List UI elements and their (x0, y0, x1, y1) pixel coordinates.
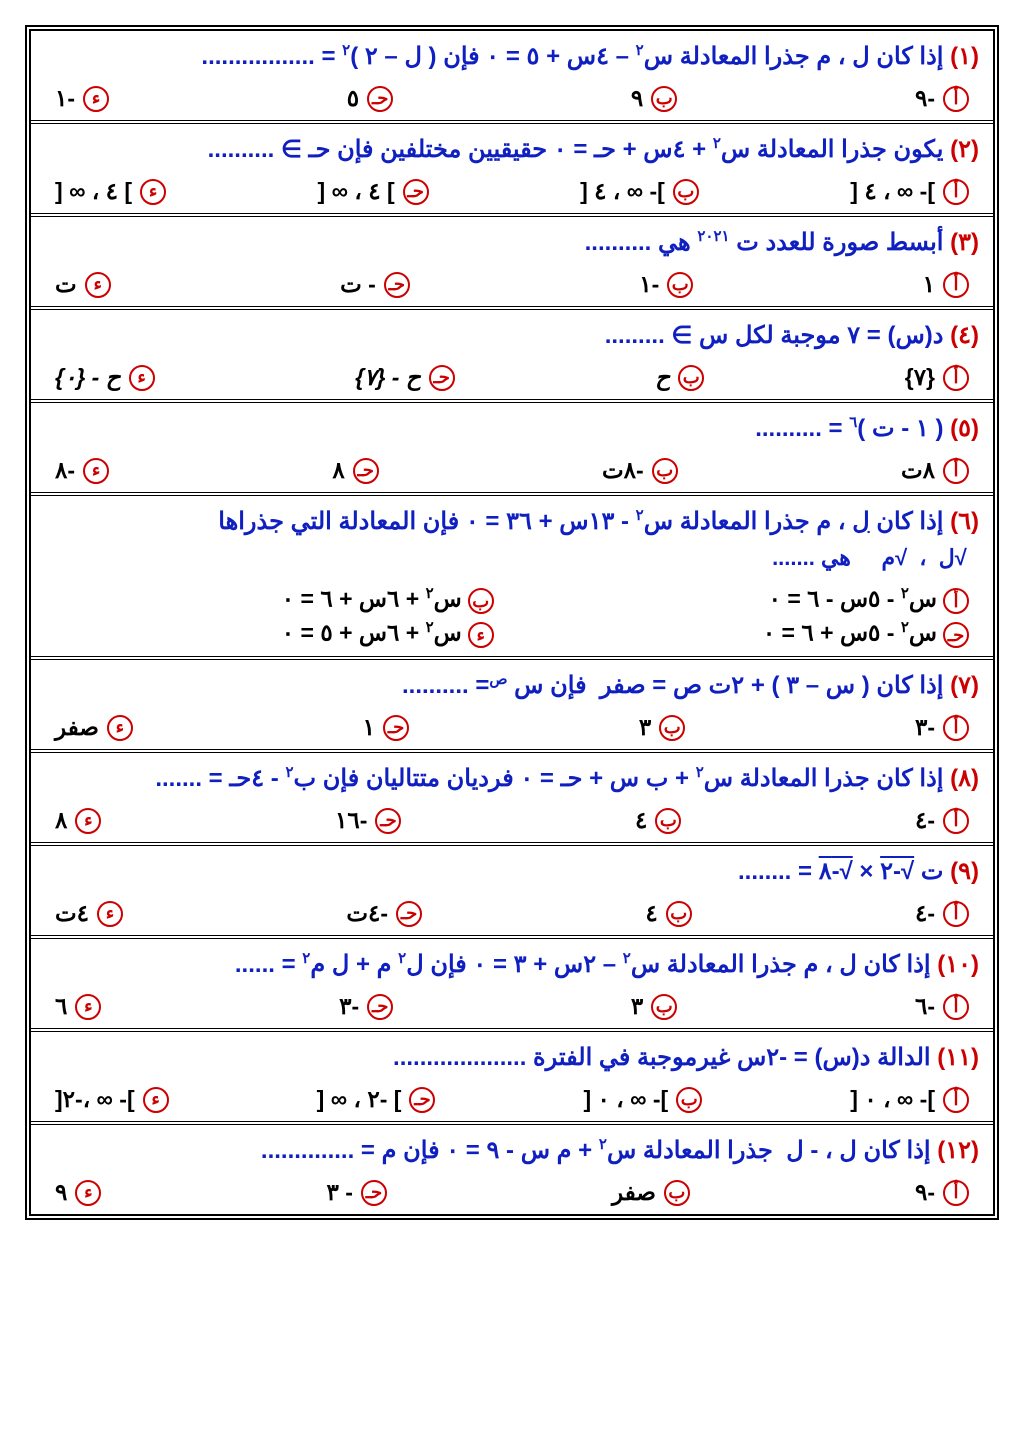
q12-opt-c[interactable]: حـ- ٣ (326, 1179, 386, 1206)
question-1: (١) إذا كان ل ، م جذرا المعادلة س٢ – ٤س … (31, 31, 993, 124)
q2-opt-c[interactable]: حـ] ٤ ، ∞ [ (318, 178, 429, 205)
q12-opt-a[interactable]: أ-٩ (915, 1179, 969, 1206)
q9-opt-a[interactable]: أ-٤ (915, 900, 969, 927)
marker-a-icon: أ (943, 86, 969, 112)
question-8-text: (٨) إذا كان جذرا المعادلة س٢ + ب س + حـ … (45, 761, 979, 797)
marker-b-icon: ب (651, 86, 677, 112)
question-4: (٤) د(س) = ٧ موجبة لكل س ∋ ......... أ{٧… (31, 310, 993, 403)
q7-opt-b[interactable]: ب٣ (639, 714, 685, 741)
q9-opt-d[interactable]: ء٤ت (55, 900, 123, 927)
question-9: (٩) ت √-٢ × √-٨ = ........ أ-٤ ب٤ حـ-٤ت … (31, 846, 993, 939)
question-10: (١٠) إذا كان ل ، م جذرا المعادلة س٢ – ٢س… (31, 939, 993, 1032)
q5-opt-a[interactable]: أ٨ت (901, 457, 969, 484)
q8-opt-a[interactable]: أ-٤ (915, 807, 969, 834)
marker-d-icon: ء (83, 86, 109, 112)
q11-opt-d[interactable]: ء]- ∞ ،-٢[ (55, 1086, 169, 1113)
question-11-text: (١١) الدالة د(س) = -٢س غيرموجبة في الفتر… (45, 1040, 979, 1076)
question-1-text: (١) إذا كان ل ، م جذرا المعادلة س٢ – ٤س … (45, 39, 979, 75)
q12-opt-b[interactable]: بصفر (612, 1179, 690, 1206)
question-10-text: (١٠) إذا كان ل ، م جذرا المعادلة س٢ – ٢س… (45, 947, 979, 983)
question-5: (٥) ( ١ - ت )٦ = .......... أ٨ت ب-٨ت حـ٨… (31, 403, 993, 496)
q6-opt-a[interactable]: أس٢ - ٥س - ٦ = ٠ (530, 584, 969, 614)
q1-opt-a[interactable]: أ-٩ (915, 85, 969, 112)
q5-opt-b[interactable]: ب-٨ت (602, 457, 678, 484)
q10-opt-b[interactable]: ب٣ (631, 993, 677, 1020)
q3-opt-b[interactable]: ب-١ (639, 271, 693, 298)
q9-opt-b[interactable]: ب٤ (645, 900, 691, 927)
q8-options: أ-٤ ب٤ حـ-١٦ ء٨ (45, 803, 979, 836)
question-2: (٢) يكون جذرا المعادلة س٢ + ٤س + حـ = ٠ … (31, 124, 993, 217)
q3-opt-c[interactable]: حـ- ت (340, 271, 410, 298)
question-7: (٧) إذا كان ( س – ٣ ) + ٢ت ص = صفر فإن س… (31, 660, 993, 753)
q11-options: أ]- ∞ ، ٠ [ ب]- ∞ ، ٠ [ حـ] -٢ ، ∞ [ ء]-… (45, 1082, 979, 1115)
q1-opt-d[interactable]: ء-١ (55, 85, 109, 112)
q8-opt-b[interactable]: ب٤ (635, 807, 681, 834)
q10-options: أ-٦ ب٣ حـ-٣ ء٦ (45, 989, 979, 1022)
q5-opt-d[interactable]: ء-٨ (55, 457, 109, 484)
question-2-text: (٢) يكون جذرا المعادلة س٢ + ٤س + حـ = ٠ … (45, 132, 979, 168)
question-5-text: (٥) ( ١ - ت )٦ = .......... (45, 411, 979, 447)
q1-opt-b[interactable]: ب٩ (631, 85, 677, 112)
q3-options: أ١ ب-١ حـ- ت ءت (45, 267, 979, 300)
q10-opt-a[interactable]: أ-٦ (915, 993, 969, 1020)
q2-opt-a[interactable]: أ]- ∞ ، ٤ [ (850, 178, 969, 205)
q6-options-row2: حـس٢ - ٥س + ٦ = ٠ ءس٢ + ٦س + ٥ = ٠ (45, 616, 979, 650)
q4-opt-b[interactable]: بح (655, 364, 704, 391)
q3-opt-a[interactable]: أ١ (923, 271, 969, 298)
q6-opt-d[interactable]: ءس٢ + ٦س + ٥ = ٠ (55, 618, 494, 648)
q5-options: أ٨ت ب-٨ت حـ٨ ء-٨ (45, 453, 979, 486)
q8-opt-d[interactable]: ء٨ (55, 807, 101, 834)
question-9-text: (٩) ت √-٢ × √-٨ = ........ (45, 854, 979, 890)
q4-opt-c[interactable]: حـح - {٧} (355, 364, 455, 391)
q4-opt-a[interactable]: أ{٧} (905, 364, 969, 391)
question-6-text: (٦) إذا كان ل ، م جذرا المعادلة س٢ - ١٣س… (45, 504, 979, 576)
q12-opt-d[interactable]: ء٩ (55, 1179, 101, 1206)
worksheet-page: (١) إذا كان ل ، م جذرا المعادلة س٢ – ٤س … (25, 25, 999, 1220)
q5-opt-c[interactable]: حـ٨ (332, 457, 378, 484)
q2-options: أ]- ∞ ، ٤ [ ب]- ∞ ، ٤ [ حـ] ٤ ، ∞ [ ء] ٤… (45, 174, 979, 207)
q10-opt-c[interactable]: حـ-٣ (339, 993, 393, 1020)
question-3: (٣) أبسط صورة للعدد ت ٢٠٢١ هي ..........… (31, 217, 993, 310)
q6-opt-b[interactable]: بس٢ + ٦س + ٦ = ٠ (55, 584, 494, 614)
q9-options: أ-٤ ب٤ حـ-٤ت ء٤ت (45, 896, 979, 929)
q1-number: (١) (950, 43, 979, 70)
q6-options-row1: أس٢ - ٥س - ٦ = ٠ بس٢ + ٦س + ٦ = ٠ (45, 582, 979, 616)
q11-opt-a[interactable]: أ]- ∞ ، ٠ [ (850, 1086, 969, 1113)
q4-options: أ{٧} بح حـح - {٧} ءح - {٠} (45, 360, 979, 393)
question-12: (١٢) إذا كان ل ، - ل جذرا المعادلة س٢ + … (31, 1125, 993, 1214)
q3-opt-d[interactable]: ءت (55, 271, 111, 298)
q2-opt-b[interactable]: ب]- ∞ ، ٤ [ (580, 178, 699, 205)
question-7-text: (٧) إذا كان ( س – ٣ ) + ٢ت ص = صفر فإن س… (45, 668, 979, 704)
q7-opt-c[interactable]: حـ١ (363, 714, 409, 741)
q6-opt-c[interactable]: حـس٢ - ٥س + ٦ = ٠ (530, 618, 969, 648)
q7-opt-a[interactable]: أ-٣ (915, 714, 969, 741)
q11-opt-b[interactable]: ب]- ∞ ، ٠ [ (583, 1086, 702, 1113)
q1-opt-c[interactable]: حـ٥ (347, 85, 393, 112)
q9-opt-c[interactable]: حـ-٤ت (346, 900, 422, 927)
q10-opt-d[interactable]: ء٦ (55, 993, 101, 1020)
question-11: (١١) الدالة د(س) = -٢س غيرموجبة في الفتر… (31, 1032, 993, 1125)
q7-opt-d[interactable]: ءصفر (55, 714, 133, 741)
question-12-text: (١٢) إذا كان ل ، - ل جذرا المعادلة س٢ + … (45, 1133, 979, 1169)
marker-c-icon: حـ (367, 86, 393, 112)
q4-opt-d[interactable]: ءح - {٠} (55, 364, 155, 391)
q7-options: أ-٣ ب٣ حـ١ ءصفر (45, 710, 979, 743)
q12-options: أ-٩ بصفر حـ- ٣ ء٩ (45, 1175, 979, 1208)
q1-options: أ-٩ ب٩ حـ٥ ء-١ (45, 81, 979, 114)
q8-opt-c[interactable]: حـ-١٦ (335, 807, 401, 834)
question-6: (٦) إذا كان ل ، م جذرا المعادلة س٢ - ١٣س… (31, 496, 993, 660)
q11-opt-c[interactable]: حـ] -٢ ، ∞ [ (317, 1086, 436, 1113)
q2-opt-d[interactable]: ء] ٤ ، ∞ [ (55, 178, 166, 205)
question-8: (٨) إذا كان جذرا المعادلة س٢ + ب س + حـ … (31, 753, 993, 846)
question-3-text: (٣) أبسط صورة للعدد ت ٢٠٢١ هي .......... (45, 225, 979, 261)
question-4-text: (٤) د(س) = ٧ موجبة لكل س ∋ ......... (45, 318, 979, 354)
